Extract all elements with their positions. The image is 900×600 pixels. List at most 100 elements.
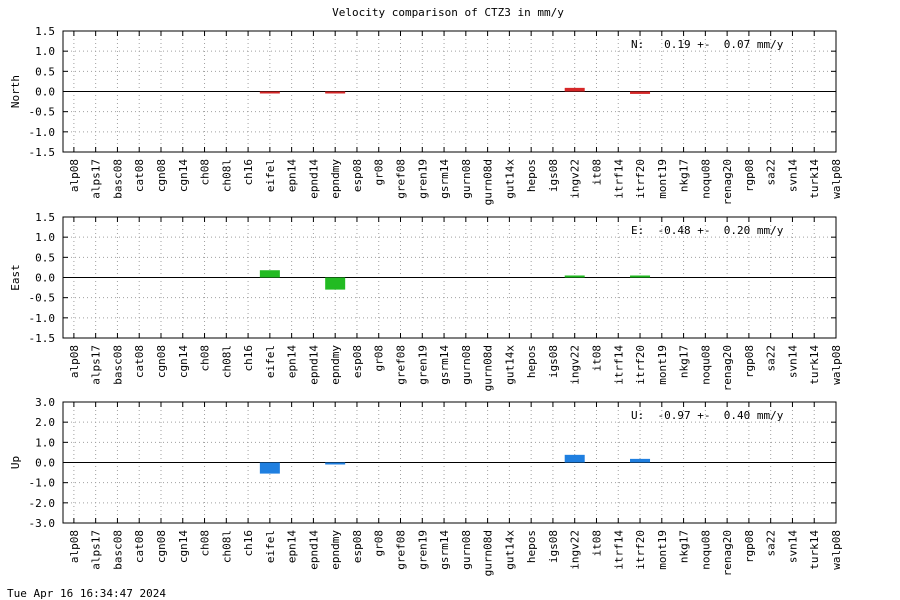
x-tick-label: hepos (525, 345, 538, 378)
x-tick-label: mont19 (656, 345, 669, 385)
x-tick-label: esp08 (351, 530, 364, 563)
y-axis-label: East (9, 264, 22, 291)
timestamp: Tue Apr 16 16:34:47 2024 (7, 587, 166, 600)
bar-itrf20 (630, 458, 651, 463)
x-tick-label: gurn08d (482, 345, 495, 391)
plot-frame (62, 401, 837, 524)
x-tick-label: epnd14 (307, 345, 320, 385)
x-tick-label: ingv22 (569, 345, 582, 385)
x-tick-label: gsrm14 (438, 345, 451, 385)
x-tick-label: gsrm14 (438, 530, 451, 570)
x-tick-label: gr08 (373, 345, 386, 372)
velocity-annotation: N: 0.19 +- 0.07 mm/y (631, 38, 784, 51)
x-tick-label: svn14 (786, 530, 799, 563)
bar-epndmy (325, 277, 346, 290)
x-tick-label: gurn08 (460, 530, 473, 570)
x-tick-label: noqu08 (699, 159, 712, 199)
velocity-annotation: U: -0.97 +- 0.40 mm/y (631, 409, 784, 422)
x-tick-label: igs08 (547, 530, 560, 563)
bar-itrf20 (630, 275, 651, 278)
x-tick-label: alp08 (68, 159, 81, 192)
y-axis-label: Up (9, 456, 22, 469)
velocity-annotation: E: -0.48 +- 0.20 mm/y (631, 224, 784, 237)
x-tick-label: nkg17 (678, 345, 691, 378)
x-tick-label: ch16 (242, 345, 255, 372)
x-tick-label: sa22 (765, 159, 778, 186)
x-tick-label: rgp08 (743, 530, 756, 563)
x-tick-label: alps17 (90, 530, 103, 570)
bar-eifel (259, 270, 280, 278)
x-tick-label: gut14x (503, 345, 516, 385)
y-tick-label: 1.0 (35, 231, 55, 244)
y-tick-label: 1.0 (35, 436, 55, 449)
x-tick-label: epnd14 (307, 530, 320, 570)
x-tick-label: gren19 (416, 345, 429, 385)
y-tick-label: -1.0 (29, 312, 56, 325)
x-tick-label: rgp08 (743, 159, 756, 192)
x-tick-label: ingv22 (569, 159, 582, 199)
x-tick-label: epnd14 (307, 159, 320, 199)
x-tick-label: epn14 (286, 530, 299, 563)
y-tick-label: -1.0 (29, 126, 56, 139)
x-tick-label: epn14 (286, 159, 299, 192)
x-tick-label: esp08 (351, 159, 364, 192)
x-tick-label: ingv22 (569, 530, 582, 570)
x-tick-label: sa22 (765, 530, 778, 557)
bar-epndmy (325, 462, 346, 465)
x-tick-label: rgp08 (743, 345, 756, 378)
x-tick-label: cgn08 (155, 530, 168, 563)
panel-up: 3.0 2.0 1.0 0.0 -1.0 -2.0 -3.0 alp08 alps17 basc0… (9, 396, 843, 576)
x-tick-label: ch08l (220, 530, 233, 563)
x-tick-label: walp08 (830, 345, 843, 385)
x-tick-label: ch08l (220, 159, 233, 192)
x-tick-label: hepos (525, 530, 538, 563)
x-tick-label: walp08 (830, 159, 843, 199)
x-tick-label: alp08 (68, 530, 81, 563)
x-tick-label: noqu08 (699, 530, 712, 570)
x-tick-label: sa22 (765, 345, 778, 372)
y-tick-label: -2.0 (29, 497, 56, 510)
x-tick-label: noqu08 (699, 345, 712, 385)
y-tick-label: -0.5 (29, 292, 56, 305)
x-tick-label: gr08 (373, 530, 386, 557)
x-tick-label: gref08 (395, 159, 408, 199)
y-tick-label: 1.0 (35, 45, 55, 58)
x-tick-label: itrf20 (634, 530, 647, 570)
x-tick-label: ch16 (242, 159, 255, 186)
y-tick-label: 1.5 (35, 25, 55, 38)
x-tick-label: epndmy (329, 530, 342, 570)
x-tick-label: turk14 (808, 530, 821, 570)
x-tick-label: itrf20 (634, 345, 647, 385)
x-tick-label: gurn08 (460, 345, 473, 385)
y-tick-label: -1.5 (29, 332, 56, 345)
bar-ingv22 (564, 87, 585, 92)
x-tick-label: itrf14 (612, 345, 625, 385)
x-tick-label: igs08 (547, 159, 560, 192)
y-tick-label: 0.0 (35, 86, 55, 99)
x-tick-label: eifel (264, 530, 277, 563)
x-tick-label: gurn08 (460, 159, 473, 199)
y-tick-label: -0.5 (29, 106, 56, 119)
y-tick-label: 0.0 (35, 272, 55, 285)
bar-epndmy (325, 91, 346, 94)
bar-eifel (259, 462, 280, 474)
x-tick-label: gut14x (503, 530, 516, 570)
x-tick-label: svn14 (786, 345, 799, 378)
y-tick-label: -1.0 (29, 477, 56, 490)
x-tick-label: gsrm14 (438, 159, 451, 199)
y-tick-label: 2.0 (35, 416, 55, 429)
x-tick-label: cgn14 (177, 159, 190, 192)
x-tick-label: ch08l (220, 345, 233, 378)
x-tick-label: igs08 (547, 345, 560, 378)
y-tick-label: 0.5 (35, 251, 55, 264)
x-tick-label: alp08 (68, 345, 81, 378)
x-tick-label: ch08 (199, 530, 212, 557)
x-tick-label: it08 (590, 530, 603, 557)
x-tick-label: eifel (264, 159, 277, 192)
x-tick-label: itrf14 (612, 530, 625, 570)
x-tick-label: itrf20 (634, 159, 647, 199)
x-tick-label: gurn08d (482, 159, 495, 205)
x-tick-label: mont19 (656, 159, 669, 199)
x-tick-label: esp08 (351, 345, 364, 378)
